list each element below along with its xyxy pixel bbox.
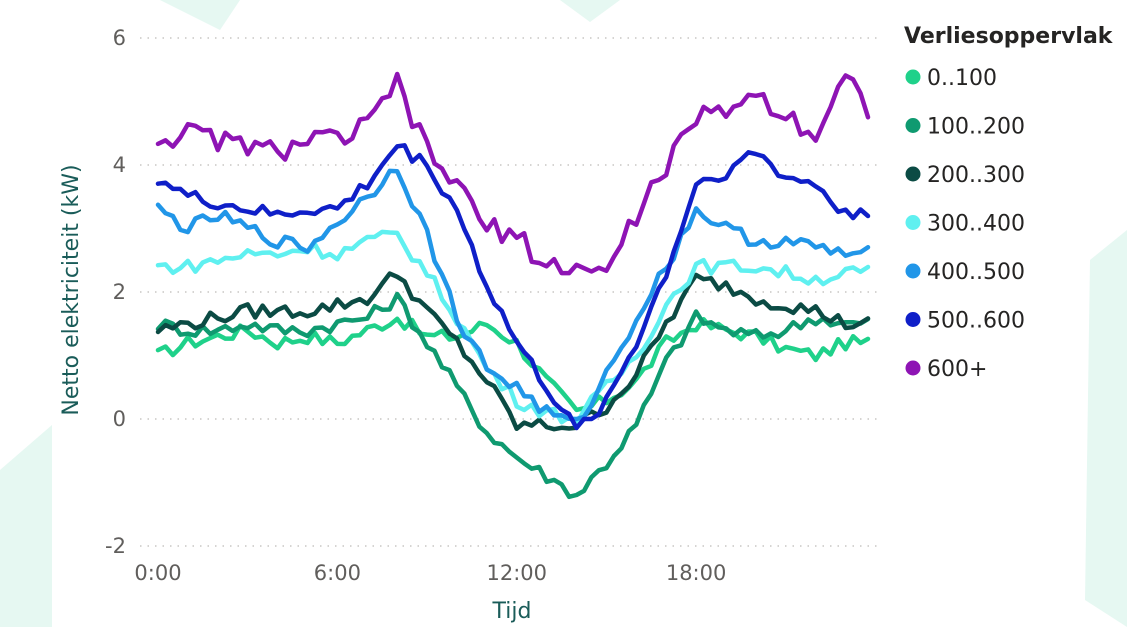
y-axis-ticks: 6 4 2 0 -2: [105, 26, 126, 558]
decor-shape-left: [0, 425, 52, 627]
decor-shape-right: [1085, 230, 1127, 627]
y-tick-label: 0: [113, 407, 126, 431]
series-line-500--600: [155, 143, 871, 431]
legend-item: 300..400: [905, 212, 1025, 237]
legend-marker: [905, 69, 921, 85]
decor-shape-top-left: [160, 0, 240, 30]
x-tick-label: 12:00: [486, 561, 547, 585]
y-axis-title: Netto elektriciteit (kW): [59, 164, 84, 415]
x-tick-label: 0:00: [134, 561, 181, 585]
legend-label: 300..400: [927, 212, 1025, 237]
series-line-300--400: [155, 229, 871, 427]
legend-item: 600+: [905, 357, 987, 382]
legend-label: 100..200: [927, 115, 1025, 140]
legend-item: 0..100: [905, 66, 997, 91]
x-axis-title: Tijd: [492, 599, 532, 624]
legend-label: 0..100: [927, 66, 997, 91]
y-tick-label: 6: [113, 26, 126, 50]
series-line-100--200: [155, 291, 871, 500]
series-lines: [155, 71, 871, 500]
legend-items: 0..100 100..200 200..300 300..400 400..500 50…: [905, 66, 1025, 382]
legend-marker: [905, 360, 921, 376]
legend-item: 200..300: [905, 163, 1025, 188]
series-line-400--500: [155, 168, 871, 422]
legend-marker: [905, 215, 921, 230]
legend-label: 200..300: [927, 163, 1025, 188]
x-tick-label: 18:00: [666, 561, 727, 585]
legend-marker: [905, 312, 921, 327]
legend-title: Verliesoppervlak: [904, 24, 1114, 49]
y-tick-label: 4: [113, 153, 126, 177]
legend-label: 600+: [927, 357, 987, 382]
legend-marker: [905, 118, 921, 133]
legend-marker: [905, 166, 921, 182]
y-tick-label: 2: [113, 280, 126, 304]
legend-item: 500..600: [905, 309, 1025, 334]
legend-item: 100..200: [905, 115, 1025, 140]
legend-label: 400..500: [927, 260, 1025, 285]
x-axis-ticks: 0:00 6:00 12:00 18:00: [134, 561, 726, 585]
series-line-600plus: [155, 71, 871, 276]
legend-label: 500..600: [927, 309, 1025, 334]
legend-item: 400..500: [905, 260, 1025, 285]
y-tick-label: -2: [105, 534, 126, 558]
series-line-200--300: [155, 271, 871, 432]
decor-shape-top-mid: [560, 0, 620, 22]
x-tick-label: 6:00: [314, 561, 361, 585]
legend-marker: [905, 263, 921, 279]
legend: Verliesoppervlak 0..100 100..200 200..300 3…: [904, 24, 1114, 382]
